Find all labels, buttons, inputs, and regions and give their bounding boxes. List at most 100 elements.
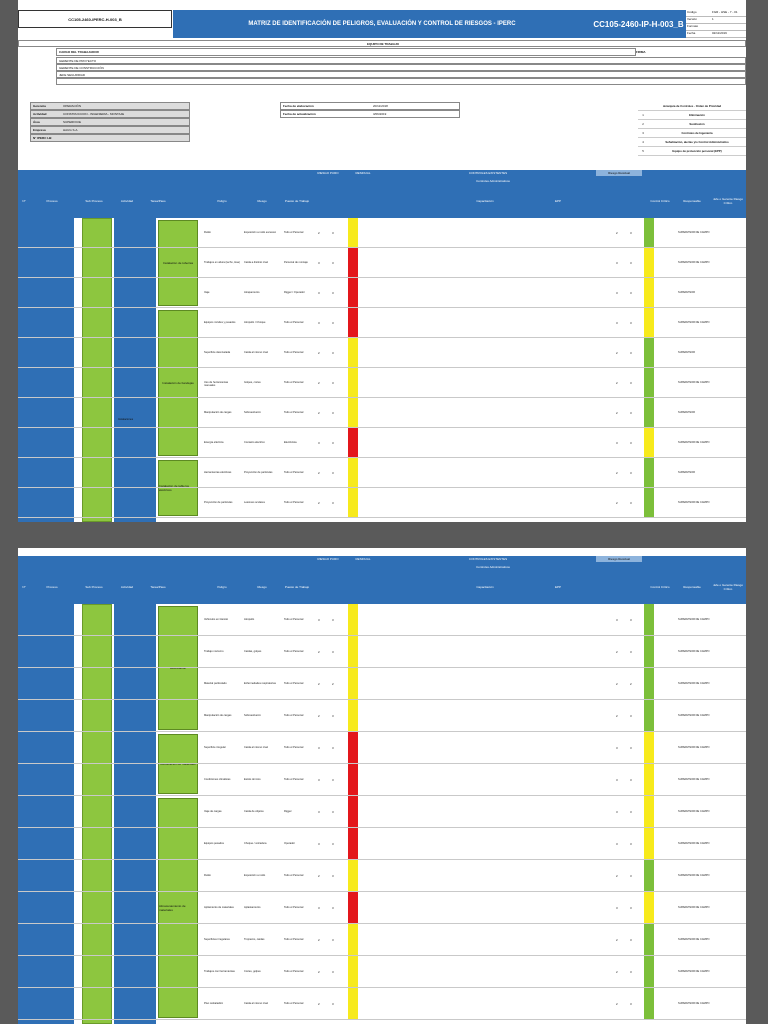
- puesto-cell: Electricista: [284, 441, 297, 444]
- severidad-residual-value: 3: [616, 842, 618, 846]
- riesgo-cell: Caída al mismo nivel: [244, 351, 269, 354]
- probabilidad-residual-value: 3: [630, 321, 632, 325]
- severidad-value: 2: [318, 714, 320, 718]
- table-row-divider: [18, 427, 746, 428]
- severidad-residual-value: 3: [616, 321, 618, 325]
- document-meta: Código FGR - HSE - 7 - 01 Versión 1 Format…: [686, 10, 746, 38]
- team-role: GERENTE DE CONSTRUCCIÓN: [56, 64, 746, 71]
- severidad-residual-value: 2: [616, 1002, 618, 1006]
- severidad-residual-value: 2: [616, 682, 618, 686]
- severidad-residual-value: 2: [616, 874, 618, 878]
- severidad-value: 2: [318, 938, 320, 942]
- probabilidad-residual-value: 3: [630, 291, 632, 295]
- nivel-riesgo-cell: [348, 732, 358, 763]
- riesgo-cell: Proyección de partículas: [244, 471, 273, 474]
- controles-existentes-label: CONTROLES EXISTENTES: [468, 557, 508, 561]
- nivel-riesgo-cell: [348, 488, 358, 517]
- probabilidad-value: 2: [332, 682, 334, 686]
- general-info: Gerencia OPERACIÓN Actividad CONSTRUCCION …: [30, 102, 190, 142]
- probabilidad-residual-value: 3: [630, 441, 632, 445]
- probabilidad-value: 3: [332, 471, 334, 475]
- probabilidad-residual-value: 3: [630, 411, 632, 415]
- table-row-divider: [18, 337, 746, 338]
- riesgo-cell: Caída al mismo nivel: [244, 746, 269, 749]
- severidad-residual-value: 3: [616, 810, 618, 814]
- nivel-riesgo-cell: [348, 668, 358, 699]
- residual-label: RESIDUAL: [355, 171, 371, 175]
- puesto-cell: Todo el Personal: [284, 714, 304, 717]
- table-row-divider: [18, 859, 746, 860]
- controles-admin-label: Controles Administrativos: [476, 179, 510, 183]
- severidad-value: 2: [318, 231, 320, 235]
- severidad-residual-value: 2: [616, 650, 618, 654]
- responsable-cell: SUPERVISOR DE CAMPO: [678, 874, 710, 877]
- table-row-divider: [18, 987, 746, 988]
- nivel-residual-cell: [644, 428, 654, 457]
- col-capacitacion: Capacitación: [476, 585, 494, 589]
- controles-admin-label: Controles Administrativos: [476, 565, 510, 569]
- table-row-divider: [18, 277, 746, 278]
- document-code: CC105-2460-IPERC-H-003_B: [18, 10, 172, 28]
- table-row-divider: [18, 827, 746, 828]
- peligro-cell: Trabajos en altura (techo, losa): [204, 261, 240, 264]
- probabilidad-value: 3: [332, 381, 334, 385]
- nivel-riesgo-cell: [348, 892, 358, 923]
- team-role: GERENTE DE PROYECTO: [56, 57, 746, 64]
- probabilidad-residual-value: 3: [630, 938, 632, 942]
- nivel-riesgo-cell: [348, 368, 358, 397]
- probabilidad-value: 3: [332, 746, 334, 750]
- peligro-cell: Piso resbaladizo: [204, 1002, 224, 1005]
- col-peligro: Peligro: [217, 585, 227, 589]
- severidad-value: 2: [318, 411, 320, 415]
- col-jefe-gerente: Jefe o Gerente Riesgo Crítico: [712, 197, 744, 205]
- table-row-divider: [18, 923, 746, 924]
- responsable-cell: SUPERVISOR DE CAMPO: [678, 381, 710, 384]
- nivel-riesgo-cell: [348, 458, 358, 487]
- responsable-cell: SUPERVISOR DE CAMPO: [678, 714, 710, 717]
- peligro-cell: Manipulación de cargas: [204, 411, 232, 414]
- severidad-residual-value: 3: [616, 778, 618, 782]
- table-row-divider: [18, 763, 746, 764]
- peligro-cell: Energía eléctrica: [204, 441, 224, 444]
- dates-block: Fecha de elaboración 20/11/2018 Fecha de …: [280, 102, 460, 118]
- iperc-sheet-page-1: CC105-2460-IPERC-H-003_B MATRIZ DE IDENT…: [18, 0, 746, 522]
- responsable-cell: SUPERVISOR DE CAMPO: [678, 231, 710, 234]
- iperc-sheet-page-2: RIESGO PURO RESIDUAL CONTROLES EXISTENTE…: [18, 548, 746, 1024]
- nivel-residual-cell: [644, 956, 654, 987]
- nivel-riesgo-cell: [348, 636, 358, 667]
- puesto-cell: Todo el Personal: [284, 321, 304, 324]
- responsable-cell: SUPERVISOR DE CAMPO: [678, 261, 710, 264]
- table-row-divider: [18, 955, 746, 956]
- table-row-divider: [18, 367, 746, 368]
- nivel-residual-cell: [644, 860, 654, 891]
- nivel-residual-cell: [644, 764, 654, 795]
- nivel-riesgo-cell: [348, 700, 358, 731]
- task-box: Movilización: [158, 606, 198, 730]
- col-actividad: Actividad: [120, 199, 134, 203]
- riesgo-cell: Cortes, golpes: [244, 970, 261, 973]
- nivel-residual-cell: [644, 488, 654, 517]
- col-riesgo: Riesgo: [257, 199, 267, 203]
- severidad-residual-value: 2: [616, 471, 618, 475]
- responsable-cell: SUPERVISOR: [678, 351, 695, 354]
- peligro-cell: Ruido: [204, 231, 211, 234]
- severidad-value: 3: [318, 441, 320, 445]
- severidad-value: 3: [318, 291, 320, 295]
- severidad-value: 3: [318, 906, 320, 910]
- nivel-residual-cell: [644, 924, 654, 955]
- severidad-value: 3: [318, 810, 320, 814]
- table-row-divider: [18, 457, 746, 458]
- table-row-divider: [18, 397, 746, 398]
- col-proceso: Proceso: [46, 199, 58, 203]
- riesgo-cell: Sobreesfuerzo: [244, 411, 261, 414]
- table-row-divider: [18, 517, 746, 518]
- severidad-residual-value: 3: [616, 618, 618, 622]
- severidad-residual-value: 3: [616, 906, 618, 910]
- severidad-residual-value: 3: [616, 746, 618, 750]
- severidad-residual-value: 2: [616, 351, 618, 355]
- puesto-cell: Personal de montaje: [284, 261, 308, 264]
- riesgo-cell: Atrapamiento: [244, 291, 260, 294]
- peligro-cell: Vehículos en tránsito: [204, 618, 229, 621]
- col-tarea: Tarea/Paso: [150, 199, 166, 203]
- proceso-column: [18, 218, 74, 522]
